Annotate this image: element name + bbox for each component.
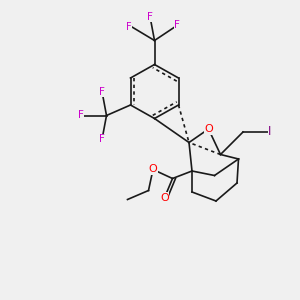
Text: O: O (148, 164, 158, 175)
Text: O: O (204, 124, 213, 134)
Text: F: F (78, 110, 84, 121)
Text: F: F (99, 134, 105, 145)
Text: F: F (174, 20, 180, 31)
Text: F: F (126, 22, 132, 32)
Text: O: O (160, 193, 169, 203)
Text: F: F (99, 86, 105, 97)
Text: I: I (268, 125, 272, 139)
Text: F: F (147, 11, 153, 22)
